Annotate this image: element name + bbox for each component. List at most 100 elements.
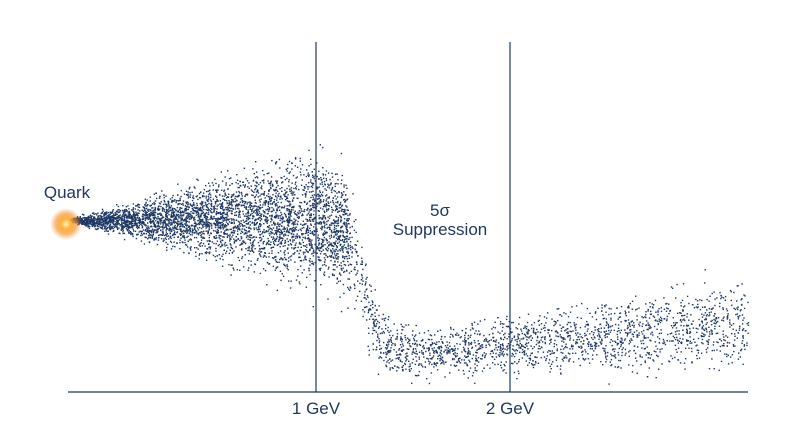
particle bbox=[132, 220, 134, 222]
particle bbox=[563, 312, 565, 314]
particle bbox=[245, 213, 247, 215]
particle bbox=[247, 235, 249, 237]
particle bbox=[402, 349, 404, 351]
particle bbox=[415, 334, 417, 336]
particle bbox=[353, 283, 355, 285]
particle bbox=[327, 226, 329, 228]
particle bbox=[174, 217, 176, 219]
particle bbox=[277, 194, 279, 196]
particle bbox=[224, 225, 227, 227]
particle bbox=[188, 226, 190, 228]
particle bbox=[495, 356, 498, 358]
particle bbox=[270, 231, 272, 233]
particle bbox=[740, 299, 742, 301]
particle bbox=[245, 248, 247, 250]
particle bbox=[167, 212, 169, 214]
particle bbox=[449, 336, 451, 338]
particle bbox=[296, 237, 299, 239]
particle bbox=[468, 342, 470, 344]
particle bbox=[472, 328, 474, 330]
particle bbox=[349, 236, 351, 239]
particle bbox=[259, 220, 261, 222]
particle bbox=[366, 295, 369, 297]
particle bbox=[534, 356, 536, 358]
particle bbox=[271, 159, 273, 162]
particle bbox=[153, 209, 155, 212]
particle bbox=[273, 201, 275, 203]
particle bbox=[166, 217, 168, 219]
particle bbox=[462, 346, 465, 349]
particle bbox=[741, 298, 743, 300]
particle bbox=[223, 218, 226, 220]
particle bbox=[188, 252, 190, 254]
particle bbox=[606, 322, 608, 324]
particle bbox=[502, 326, 504, 329]
particle bbox=[223, 199, 226, 201]
particle bbox=[652, 315, 655, 317]
particle bbox=[196, 231, 198, 233]
particle bbox=[210, 196, 212, 199]
particle bbox=[608, 329, 610, 332]
particle bbox=[102, 220, 104, 223]
particle bbox=[211, 241, 213, 243]
particle bbox=[177, 223, 179, 225]
particle bbox=[323, 257, 326, 259]
particle bbox=[218, 218, 220, 220]
particle bbox=[553, 324, 555, 327]
particle bbox=[306, 225, 309, 227]
particle bbox=[289, 256, 291, 258]
particle bbox=[186, 215, 188, 217]
particle bbox=[432, 349, 434, 351]
particle bbox=[268, 234, 271, 237]
particle bbox=[165, 210, 168, 213]
particle bbox=[257, 218, 260, 220]
particle bbox=[145, 203, 147, 205]
particle bbox=[255, 161, 257, 163]
particle bbox=[296, 166, 299, 168]
particle bbox=[309, 261, 311, 263]
particle bbox=[193, 206, 195, 209]
particle bbox=[269, 195, 271, 198]
particle bbox=[323, 199, 325, 201]
particle bbox=[563, 356, 565, 358]
particle bbox=[198, 207, 201, 210]
particle bbox=[213, 206, 215, 209]
particle bbox=[711, 292, 713, 295]
particle bbox=[495, 341, 497, 343]
particle bbox=[629, 329, 631, 331]
particle bbox=[218, 236, 220, 239]
particle bbox=[290, 192, 292, 194]
particle bbox=[549, 335, 551, 338]
particle bbox=[337, 238, 339, 241]
particle bbox=[179, 217, 182, 219]
particle bbox=[616, 342, 619, 345]
particle bbox=[338, 191, 340, 194]
particle bbox=[203, 214, 205, 217]
particle bbox=[107, 226, 109, 229]
particle bbox=[475, 358, 478, 360]
particle bbox=[211, 225, 213, 227]
particle bbox=[102, 223, 104, 225]
particle bbox=[129, 221, 132, 223]
particle bbox=[222, 253, 224, 255]
particle bbox=[324, 183, 326, 185]
particle bbox=[152, 210, 154, 212]
particle bbox=[655, 311, 657, 313]
particle bbox=[323, 239, 325, 241]
particle bbox=[617, 324, 620, 326]
particle bbox=[404, 363, 407, 366]
particle bbox=[512, 362, 514, 365]
particle bbox=[128, 223, 131, 225]
particle bbox=[607, 325, 610, 327]
particle bbox=[411, 334, 414, 336]
particle bbox=[263, 268, 265, 270]
particle bbox=[191, 224, 193, 226]
particle bbox=[322, 173, 324, 175]
particle bbox=[366, 276, 368, 279]
particle bbox=[203, 208, 205, 211]
particle bbox=[395, 351, 398, 353]
particle bbox=[328, 241, 330, 243]
particle bbox=[398, 356, 400, 359]
particle bbox=[507, 343, 510, 345]
particle bbox=[333, 264, 335, 266]
